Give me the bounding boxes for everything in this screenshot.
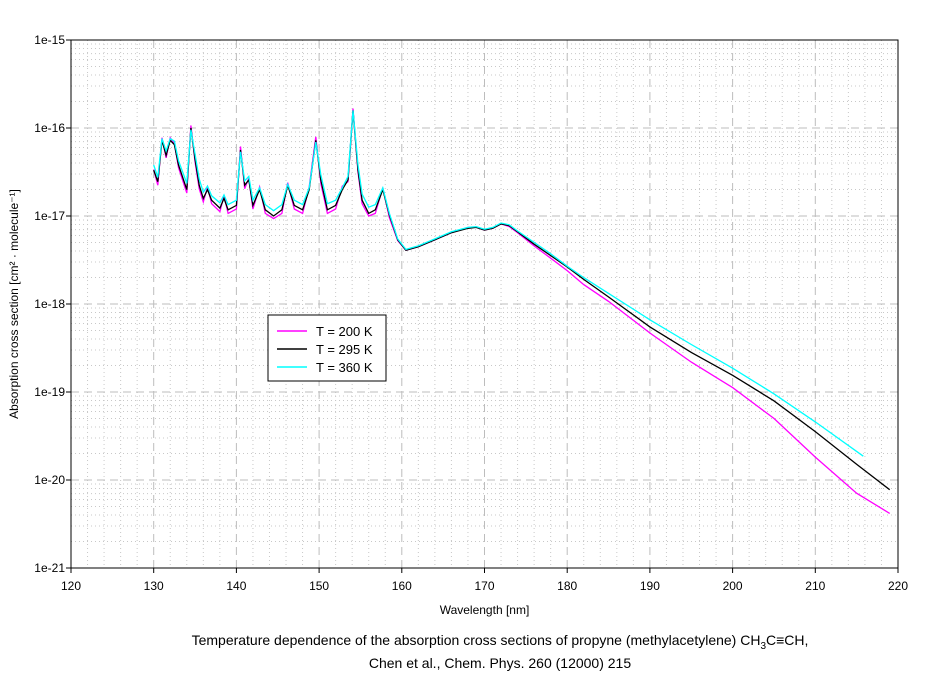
series-line-360k	[153, 110, 864, 457]
legend-label: T = 200 K	[316, 324, 373, 339]
legend: T = 200 K T = 295 K T = 360 K	[267, 314, 387, 382]
x-tick-label: 140	[226, 579, 246, 593]
x-tick-label: 180	[557, 579, 577, 593]
x-tick-label: 150	[309, 579, 329, 593]
y-tick-label: 1e-18	[34, 297, 65, 311]
x-tick-label: 190	[640, 579, 660, 593]
caption-line-1: Temperature dependence of the absorption…	[0, 632, 937, 652]
x-tick-label: 160	[392, 579, 412, 593]
x-tick-label: 170	[474, 579, 494, 593]
caption-subscript: 3	[760, 640, 767, 652]
legend-label: T = 295 K	[316, 342, 373, 357]
series-line-295k	[153, 110, 891, 491]
legend-box	[267, 314, 387, 382]
y-tick-label: 1e-16	[34, 121, 65, 135]
caption-suffix: C≡CH,	[766, 632, 809, 648]
legend-label: T = 360 K	[316, 360, 373, 375]
x-tick-label: 210	[805, 579, 825, 593]
series-line-200k	[153, 108, 891, 514]
x-tick-label: 200	[723, 579, 743, 593]
y-tick-label: 1e-20	[34, 473, 65, 487]
y-tick-label: 1e-15	[34, 33, 65, 47]
x-axis-label: Wavelength [nm]	[440, 603, 530, 617]
y-tick-label: 1e-17	[34, 209, 65, 223]
y-tick-label: 1e-19	[34, 385, 65, 399]
caption-line-2: Chen et al., Chem. Phys. 260 (12000) 215	[368, 655, 632, 671]
y-tick-label: 1e-21	[34, 561, 65, 575]
x-tick-label: 130	[144, 579, 164, 593]
x-tick-label: 120	[61, 579, 81, 593]
caption-prefix: Temperature dependence of the absorption…	[191, 632, 761, 648]
x-tick-label: 220	[888, 579, 908, 593]
y-axis-label: Absorption cross section [cm² · molecule…	[7, 189, 21, 419]
